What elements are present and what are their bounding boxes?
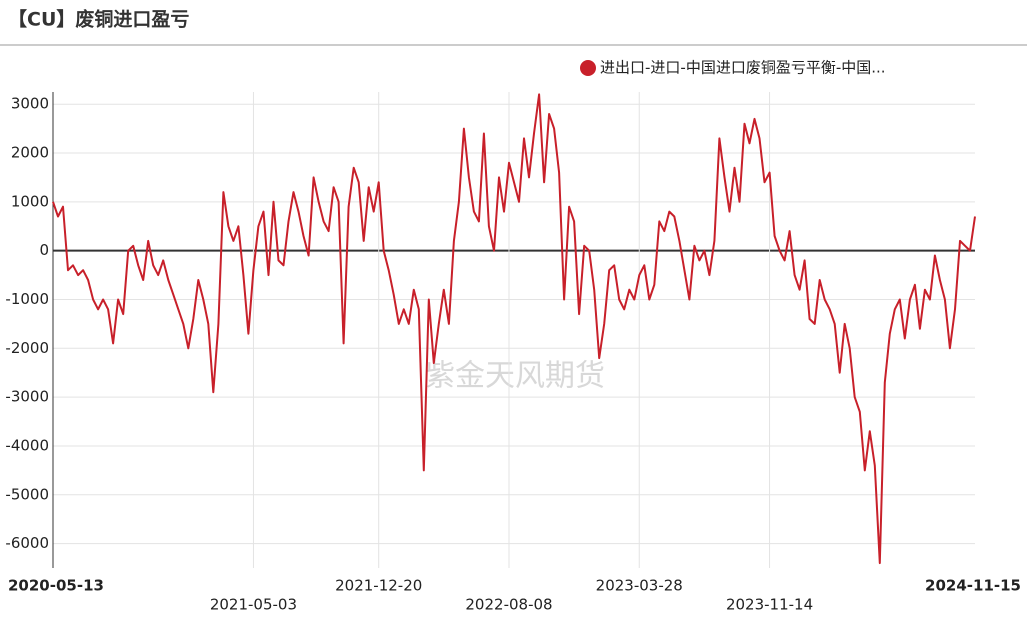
chart-title: 【CU】废铜进口盈亏 <box>8 8 189 31</box>
y-tick-label: 2000 <box>11 144 49 162</box>
y-tick-label: -6000 <box>5 534 49 552</box>
x-tick-label: 2022-08-08 <box>465 596 552 614</box>
y-tick-label: -1000 <box>5 290 49 308</box>
y-tick-label: -5000 <box>5 485 49 503</box>
y-tick-label: -3000 <box>5 388 49 406</box>
legend-label: 进出口-进口-中国进口废铜盈亏平衡-中国... <box>600 59 886 77</box>
y-tick-label: 0 <box>39 241 49 259</box>
legend-marker <box>580 60 596 76</box>
watermark: 紫金天风期货 <box>425 359 605 394</box>
x-tick-label: 2023-03-28 <box>596 577 683 595</box>
x-tick-label: 2021-05-03 <box>210 596 297 614</box>
x-tick-label: 2024-11-15 <box>925 577 1021 595</box>
x-tick-label: 2023-11-14 <box>726 596 813 614</box>
y-tick-label: -4000 <box>5 436 49 454</box>
x-tick-label: 2021-12-20 <box>335 577 422 595</box>
x-tick-label: 2020-05-13 <box>8 577 104 595</box>
y-tick-label: 3000 <box>11 95 49 113</box>
y-tick-label: 1000 <box>11 192 49 210</box>
data-line <box>52 93 976 565</box>
y-tick-label: -2000 <box>5 339 49 357</box>
